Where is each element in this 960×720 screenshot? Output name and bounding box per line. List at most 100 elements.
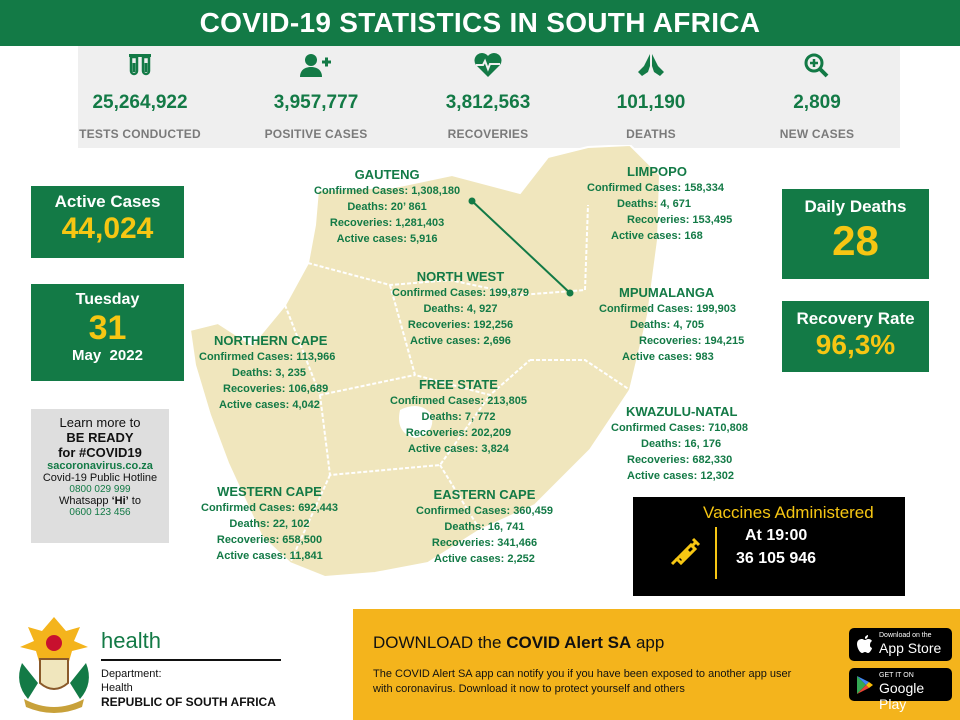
province-name: EASTERN CAPE xyxy=(433,487,536,502)
deaths: Deaths: 16, 176 xyxy=(641,438,722,450)
recoveries: Recoveries: 106,689 xyxy=(223,383,329,395)
active-cases: Active cases: 5,916 xyxy=(336,233,438,245)
month-year: May 2022 xyxy=(72,347,143,364)
deaths: Deaths: 7, 772 xyxy=(421,411,496,423)
learn-line-1: Learn more to xyxy=(59,415,141,430)
stat-positive: 3,957,777 POSITIVE CASES xyxy=(241,46,391,141)
whatsapp-label: Whatsapp ‘Hi’ to xyxy=(31,495,169,507)
stat-value: 25,264,922 xyxy=(92,92,188,113)
stat-label: POSITIVE CASES xyxy=(264,127,368,141)
confirmed-cases: Confirmed Cases: 692,443 xyxy=(201,502,338,514)
recoveries: Recoveries: 192,256 xyxy=(407,319,514,331)
province-eastern-cape: EASTERN CAPE Confirmed Cases: 360,459 De… xyxy=(416,486,553,567)
stat-label: NEW CASES xyxy=(779,127,855,141)
province-kwazulu-natal: KWAZULU-NATAL Confirmed Cases: 710,808 D… xyxy=(611,403,748,484)
deaths: Deaths: 22, 102 xyxy=(229,518,310,530)
app-store-small-text: Download on the xyxy=(879,632,932,639)
google-play-label: Google Play xyxy=(879,680,925,712)
test-tubes-icon xyxy=(129,54,151,76)
app-store-label: App Store xyxy=(879,640,942,656)
active-cases: Active cases: 168 xyxy=(611,230,703,242)
zoom-plus-icon xyxy=(804,53,829,78)
stat-tests: 25,264,922 TESTS CONDUCTED xyxy=(65,46,215,141)
vaccines-value: 36 105 946 xyxy=(736,550,817,567)
vaccines-box: Vaccines Administered At 19:00 36 105 94… xyxy=(633,497,905,596)
deaths: Deaths: 4, 705 xyxy=(630,319,704,331)
stat-new-cases: 2,809 NEW CASES xyxy=(742,46,892,141)
deaths: Deaths: 3, 235 xyxy=(232,367,306,379)
stat-value: 2,809 xyxy=(793,92,841,113)
province-name: KWAZULU-NATAL xyxy=(626,404,738,419)
recovery-rate-box: Recovery Rate 96,3% xyxy=(782,301,929,372)
stat-value: 101,190 xyxy=(616,92,686,113)
learn-line-2: BE READY xyxy=(66,430,134,445)
active-cases: Active cases: 2,252 xyxy=(434,553,535,565)
recoveries: Recoveries: 341,466 xyxy=(431,537,538,549)
active-cases: Active cases: 3,824 xyxy=(408,443,509,455)
daily-deaths-value: 28 xyxy=(832,217,879,264)
recovery-rate-label: Recovery Rate xyxy=(796,309,915,328)
vaccines-time: At 19:00 xyxy=(745,527,808,544)
province-name: NORTH WEST xyxy=(416,269,505,284)
recoveries: Recoveries: 658,500 xyxy=(216,534,323,546)
province-name: LIMPOPO xyxy=(627,164,687,179)
stat-value: 3,957,777 xyxy=(273,92,359,113)
recoveries: Recoveries: 202,209 xyxy=(405,427,512,439)
province-name: NORTHERN CAPE xyxy=(214,333,328,348)
south-africa-map xyxy=(190,145,662,579)
province-limpopo: LIMPOPO Confirmed Cases: 158,334 Deaths:… xyxy=(587,163,732,244)
coat-of-arms-icon xyxy=(19,617,89,713)
google-play-button[interactable]: GET IT ON Google Play xyxy=(849,668,952,712)
health-logo-text: health xyxy=(101,628,161,653)
recovery-rate-value: 96,3% xyxy=(815,329,896,360)
app-store-button[interactable]: Download on the App Store xyxy=(849,628,952,661)
confirmed-cases: Confirmed Cases: 199,903 xyxy=(599,303,736,315)
province-free-state: FREE STATE Confirmed Cases: 213,805 Deat… xyxy=(390,376,527,457)
deaths: Deaths: 20’ 861 xyxy=(347,201,427,213)
download-post: app xyxy=(635,633,665,652)
province-gauteng: GAUTENG Confirmed Cases: 1,308,180 Death… xyxy=(314,166,460,247)
whatsapp-post: to xyxy=(131,495,141,507)
department-label: Department: Health REPUBLIC OF SOUTH AFR… xyxy=(101,667,276,710)
province-name: FREE STATE xyxy=(418,377,498,392)
stats-bar: 25,264,922 TESTS CONDUCTED 3,957,777 POS… xyxy=(78,46,900,148)
whatsapp-pre: Whatsapp xyxy=(59,495,109,507)
google-play-small-text: GET IT ON xyxy=(879,672,914,679)
dept-line-3: REPUBLIC OF SOUTH AFRICA xyxy=(101,695,276,709)
dept-line-1: Department: xyxy=(101,668,162,680)
active-cases: Active cases: 983 xyxy=(622,351,714,363)
hotline-label: Covid-19 Public Hotline xyxy=(42,472,158,484)
stat-deaths: 101,190 DEATHS xyxy=(576,46,726,141)
stat-label: DEATHS xyxy=(626,127,676,141)
divider xyxy=(101,659,281,661)
province-name: GAUTENG xyxy=(354,167,420,182)
confirmed-cases: Confirmed Cases: 710,808 xyxy=(611,422,748,434)
download-app-name: COVID Alert SA xyxy=(506,633,632,652)
confirmed-cases: Confirmed Cases: 360,459 xyxy=(416,505,553,517)
confirmed-cases: Confirmed Cases: 213,805 xyxy=(390,395,527,407)
deaths: Deaths: 16, 741 xyxy=(444,521,525,533)
weekday: Tuesday xyxy=(75,291,140,308)
active-cases-label: Active Cases xyxy=(54,192,161,211)
recoveries: Recoveries: 194,215 xyxy=(639,335,745,347)
active-cases: Active cases: 11,841 xyxy=(216,550,323,562)
praying-hands-icon xyxy=(638,54,664,76)
google-play-icon xyxy=(857,676,873,694)
add-user-icon xyxy=(300,54,331,77)
active-cases-value: 44,024 xyxy=(61,212,154,245)
website-link[interactable]: sacoronavirus.co.za xyxy=(47,460,153,472)
confirmed-cases: Confirmed Cases: 158,334 xyxy=(587,182,724,194)
recoveries: Recoveries: 1,281,403 xyxy=(329,217,445,229)
download-heading: DOWNLOAD the COVID Alert SA app xyxy=(373,633,664,653)
active-cases: Active cases: 4,042 xyxy=(219,399,320,411)
province-northern-cape: NORTHERN CAPE Confirmed Cases: 113,966 D… xyxy=(199,332,335,413)
apple-icon xyxy=(857,635,872,653)
deaths: Deaths: 4, 927 xyxy=(423,303,498,315)
syringe-icon xyxy=(670,537,701,566)
learn-more-box: Learn more to BE READY for #COVID19 saco… xyxy=(31,409,169,543)
hotline-number: 0800 029 999 xyxy=(69,484,131,495)
deaths: Deaths: 4, 671 xyxy=(617,198,691,210)
active-cases: Active cases: 2,696 xyxy=(410,335,511,347)
province-name: MPUMALANGA xyxy=(619,285,715,300)
